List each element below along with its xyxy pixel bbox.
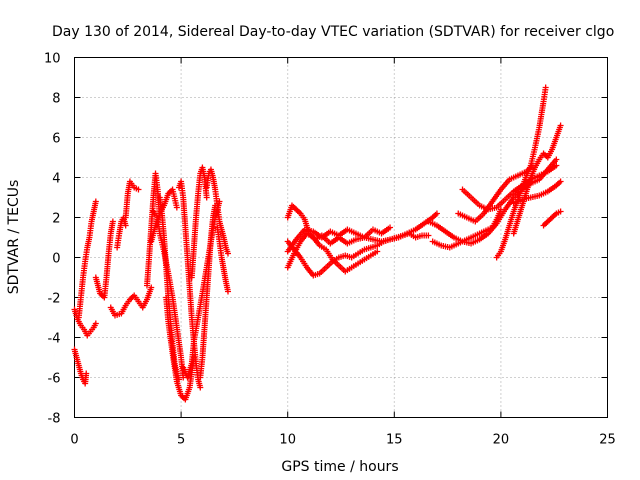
data-point <box>557 178 564 185</box>
series-track-30 <box>540 208 564 229</box>
data-point <box>173 204 180 211</box>
series-track-27 <box>493 84 549 261</box>
y-tick-label: -8 <box>48 412 61 427</box>
series-track-3 <box>75 198 99 321</box>
series-track-2 <box>71 346 90 387</box>
data-point <box>542 84 549 91</box>
data-point <box>203 194 210 201</box>
series-track-13 <box>175 178 204 391</box>
series-track-12 <box>163 294 197 403</box>
series-track-24 <box>425 156 560 247</box>
data-point <box>135 186 142 193</box>
data-point <box>122 222 129 229</box>
plot-frame <box>74 57 608 418</box>
data-point <box>557 122 564 129</box>
series-track-29 <box>510 178 564 207</box>
series-track-5 <box>107 284 155 319</box>
series-track-15 <box>188 164 210 281</box>
x-tick-label: 25 <box>599 433 616 448</box>
data-point <box>433 210 440 217</box>
series-track-25 <box>455 162 536 225</box>
x-tick-label: 10 <box>279 433 296 448</box>
series-track-6 <box>114 214 129 251</box>
series-track-20 <box>284 230 432 279</box>
y-tick-label: 0 <box>52 252 60 267</box>
data-point <box>148 284 155 291</box>
series-track-7 <box>122 178 142 221</box>
data-point <box>225 288 232 295</box>
y-tick-label: 10 <box>44 52 61 67</box>
x-axis-label: GPS time / hours <box>281 459 398 475</box>
data-point <box>374 248 381 255</box>
series-track-17 <box>203 166 232 257</box>
y-tick-label: 6 <box>52 132 60 147</box>
series-track-19 <box>284 202 440 247</box>
data-point <box>425 232 432 239</box>
data-point <box>83 370 90 377</box>
axis-ticks: 0 5 10 15 20 25 -8 -6 -4 -2 0 2 4 6 8 10 <box>44 52 616 448</box>
series-track-11 <box>156 194 182 383</box>
y-tick-label: -2 <box>48 292 61 307</box>
series-track-22 <box>284 224 394 255</box>
data-point <box>225 250 232 257</box>
y-axis-label: SDTVAR / TECUs <box>6 180 22 295</box>
series-track-16 <box>197 202 219 381</box>
y-tick-label: -4 <box>48 332 61 347</box>
data-point <box>557 208 564 215</box>
series-track-18 <box>214 224 232 295</box>
chart-title: Day 130 of 2014, Sidereal Day-to-day VTE… <box>52 24 614 40</box>
x-tick-label: 15 <box>386 433 403 448</box>
y-tick-label: -6 <box>48 372 61 387</box>
data-point <box>553 162 560 169</box>
x-tick-label: 0 <box>70 433 78 448</box>
y-tick-label: 4 <box>52 172 60 187</box>
data-point <box>92 198 99 205</box>
x-tick-label: 20 <box>493 433 510 448</box>
x-tick-label: 5 <box>177 433 185 448</box>
y-tick-label: 8 <box>52 92 60 107</box>
data-point <box>197 384 204 391</box>
series-track-1 <box>71 306 99 339</box>
data-point <box>109 218 116 225</box>
data-marks <box>71 84 564 403</box>
data-point <box>553 156 560 163</box>
data-point <box>387 224 394 231</box>
data-point <box>92 320 99 327</box>
series-track-4 <box>92 218 116 301</box>
y-tick-label: 2 <box>52 212 60 227</box>
